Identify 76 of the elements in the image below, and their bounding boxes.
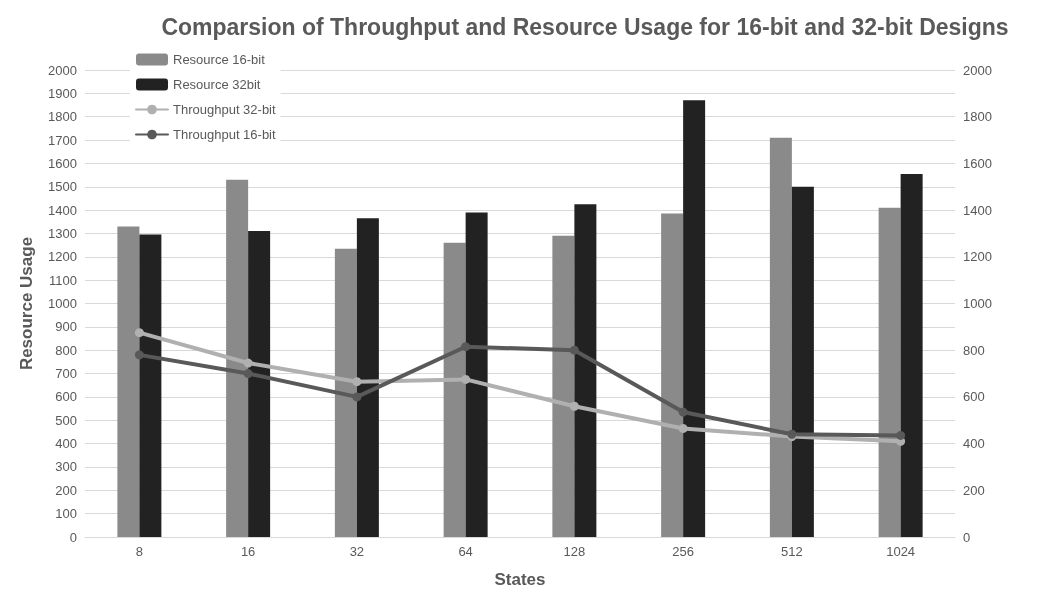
y-tick-label: 1800: [48, 109, 77, 125]
y2-tick-label: 1800: [963, 109, 992, 125]
legend-label: Throughput 32-bit: [173, 102, 277, 117]
bar: [900, 173, 923, 537]
bar: [248, 231, 271, 537]
point: [896, 430, 906, 440]
y-tick-label: 300: [55, 459, 77, 475]
y-tick-label: 400: [55, 436, 77, 452]
legend-label: Throughput 16-bit: [173, 127, 277, 142]
point: [352, 377, 362, 387]
y-tick-label: 800: [55, 342, 77, 358]
bar: [356, 218, 379, 537]
point: [352, 392, 362, 402]
legend-label: Resource 16-bit: [173, 52, 266, 67]
bar: [878, 207, 901, 537]
y2-tick-label: 1600: [963, 155, 992, 171]
y2-tick-label: 1000: [963, 296, 992, 311]
x-tick-label: 512: [781, 544, 803, 559]
y-axis-title: Resource Usage: [17, 236, 36, 371]
bar: [443, 242, 466, 537]
y-tick-label: 1600: [48, 155, 77, 171]
y-tick-label: 100: [55, 506, 77, 522]
x-axis-title: States: [494, 570, 546, 589]
y2-tick-label: 800: [963, 342, 985, 358]
x-tick-label: 32: [349, 544, 365, 559]
y-tick-label: 1500: [48, 179, 77, 195]
x-tick-label: 64: [458, 544, 473, 559]
y2-tick-label: 1400: [963, 202, 992, 218]
point: [461, 342, 471, 352]
point: [678, 407, 688, 417]
point: [678, 423, 688, 433]
bar: [334, 248, 357, 537]
y-tick-label: 2000: [48, 62, 77, 78]
bar: [465, 212, 488, 537]
bar: [683, 100, 706, 537]
bar: [139, 234, 162, 537]
bar: [574, 204, 597, 537]
point: [243, 369, 253, 379]
bar: [226, 179, 249, 537]
y2-tick-label: 600: [963, 389, 985, 405]
y-tick-label: 1000: [48, 296, 77, 311]
x-tick-label: 16: [240, 544, 256, 559]
x-tick-label: 8: [135, 544, 143, 559]
point: [243, 358, 253, 368]
y-tick-label: 1200: [48, 249, 77, 265]
bar: [552, 235, 575, 537]
y-tick-label: 1100: [49, 272, 77, 288]
point: [134, 328, 144, 338]
y-tick-label: 200: [55, 482, 77, 498]
legend-label: Resource 32bit: [173, 77, 261, 92]
y-tick-label: 1300: [48, 225, 77, 241]
y2-tick-label: 1200: [963, 249, 992, 265]
y-tick-label: 500: [55, 412, 77, 428]
point: [569, 345, 579, 355]
bar: [769, 137, 792, 537]
y-tick-label: 900: [55, 319, 77, 335]
bar: [117, 226, 140, 537]
x-tick-label: 1024: [886, 544, 916, 559]
y-tick-label: 1900: [48, 85, 77, 101]
point: [569, 401, 579, 411]
y2-tick-label: 200: [963, 482, 985, 498]
y-tick-label: 0: [69, 529, 77, 545]
y2-tick-label: 0: [963, 529, 971, 545]
x-tick-label: 256: [672, 544, 694, 559]
y-tick-label: 1400: [48, 202, 77, 218]
x-tick-label: 128: [563, 544, 586, 559]
y2-tick-label: 400: [963, 436, 985, 452]
point: [134, 350, 144, 360]
chart-title: Comparsion of Throughput and Resource Usage for 16-bit and 32-bit Designs: [161, 13, 1009, 40]
bar: [791, 186, 814, 537]
y-tick-label: 1700: [48, 132, 77, 148]
bar: [661, 213, 684, 537]
y-tick-label: 700: [55, 366, 77, 382]
y2-tick-label: 2000: [963, 62, 992, 78]
y-tick-label: 600: [55, 389, 77, 405]
point: [461, 374, 471, 384]
